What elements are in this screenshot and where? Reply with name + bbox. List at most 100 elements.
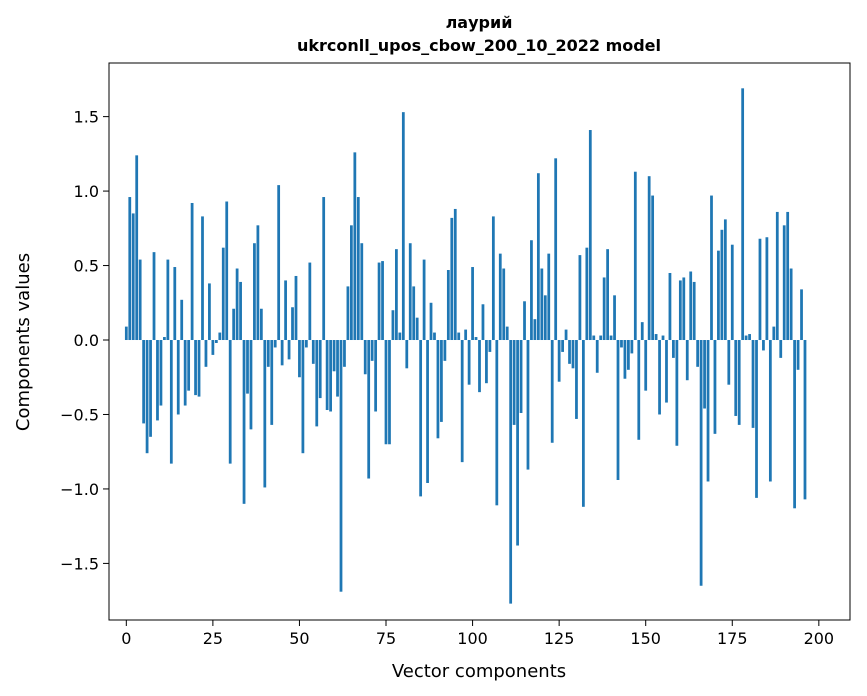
bar-13 bbox=[169, 340, 173, 464]
bar-125 bbox=[557, 340, 561, 382]
bar-35 bbox=[246, 340, 249, 394]
bar-57 bbox=[322, 197, 326, 341]
bar-8 bbox=[152, 252, 156, 341]
bar-43 bbox=[273, 340, 277, 348]
x-axis-label: Vector components bbox=[392, 661, 566, 682]
bar-118 bbox=[533, 319, 537, 341]
bar-50 bbox=[298, 340, 301, 378]
bar-71 bbox=[370, 340, 374, 361]
bar-191 bbox=[786, 211, 790, 341]
bar-9 bbox=[156, 340, 159, 421]
bar-69 bbox=[363, 340, 367, 375]
bar-52 bbox=[304, 340, 308, 348]
bar-20 bbox=[194, 340, 197, 396]
bar-132 bbox=[581, 340, 585, 507]
bar-93 bbox=[446, 270, 450, 341]
bar-106 bbox=[491, 216, 495, 341]
bar-2 bbox=[131, 213, 135, 341]
bar-119 bbox=[536, 173, 540, 341]
bar-45 bbox=[280, 340, 284, 366]
bar-102 bbox=[478, 340, 481, 393]
bar-134 bbox=[588, 130, 592, 341]
bar-39 bbox=[259, 308, 263, 341]
x-axis-ticks: 0 25 50 75 100 125 150 175 200 bbox=[121, 620, 834, 648]
bar-34 bbox=[242, 340, 246, 504]
bar-172 bbox=[720, 229, 724, 341]
y-tick-label: 0.5 bbox=[74, 257, 99, 276]
bar-22 bbox=[201, 216, 204, 341]
bar-187 bbox=[772, 326, 776, 341]
y-tick-label: 0.0 bbox=[74, 331, 99, 350]
bar-178 bbox=[741, 88, 745, 341]
bar-49 bbox=[294, 275, 298, 341]
bar-46 bbox=[284, 280, 287, 341]
bar-179 bbox=[744, 335, 748, 341]
bar-88 bbox=[429, 302, 433, 341]
bar-24 bbox=[208, 283, 211, 341]
bar-18 bbox=[187, 340, 191, 391]
bar-73 bbox=[377, 262, 381, 341]
bar-63 bbox=[343, 340, 346, 367]
bar-117 bbox=[530, 240, 533, 341]
bar-84 bbox=[415, 317, 419, 341]
bar-145 bbox=[627, 340, 630, 370]
bar-78 bbox=[395, 249, 398, 341]
y-axis-ticks: −1.5 −1.0 −0.5 0.0 0.5 1.0 1.5 bbox=[60, 108, 109, 573]
bar-80 bbox=[401, 112, 405, 341]
bar-56 bbox=[318, 340, 322, 399]
bar-196 bbox=[803, 340, 807, 500]
bar-95 bbox=[453, 208, 457, 341]
bar-136 bbox=[595, 340, 599, 373]
bar-159 bbox=[675, 340, 679, 446]
bar-53 bbox=[308, 262, 312, 341]
x-tick-label: 175 bbox=[717, 629, 748, 648]
bar-48 bbox=[291, 307, 294, 341]
bars-group bbox=[124, 88, 807, 604]
bar-61 bbox=[336, 340, 339, 397]
bar-91 bbox=[440, 340, 443, 422]
bar-3 bbox=[135, 155, 139, 341]
bar-1 bbox=[128, 197, 132, 341]
bar-158 bbox=[672, 340, 675, 358]
bar-165 bbox=[696, 340, 700, 367]
y-tick-label: −1.5 bbox=[60, 554, 99, 573]
bar-33 bbox=[239, 281, 242, 341]
bar-75 bbox=[384, 340, 388, 445]
bar-67 bbox=[356, 197, 360, 341]
bar-15 bbox=[176, 340, 180, 415]
bar-182 bbox=[755, 340, 758, 498]
bar-38 bbox=[256, 225, 260, 341]
bar-74 bbox=[381, 261, 384, 341]
bar-135 bbox=[592, 335, 596, 341]
bar-122 bbox=[547, 253, 551, 341]
bar-163 bbox=[689, 271, 693, 341]
bar-77 bbox=[391, 310, 395, 341]
bar-83 bbox=[412, 286, 416, 341]
bar-87 bbox=[426, 340, 429, 483]
bar-65 bbox=[350, 225, 353, 341]
bar-107 bbox=[495, 340, 499, 506]
bar-81 bbox=[405, 340, 409, 369]
bar-62 bbox=[339, 340, 343, 592]
bar-26 bbox=[214, 340, 218, 343]
bar-105 bbox=[488, 340, 492, 352]
bar-16 bbox=[180, 299, 184, 341]
bar-40 bbox=[263, 340, 267, 488]
bar-194 bbox=[796, 340, 800, 370]
bar-184 bbox=[762, 340, 765, 351]
bar-161 bbox=[682, 277, 686, 341]
y-tick-label: −1.0 bbox=[60, 480, 99, 499]
bar-85 bbox=[419, 340, 423, 497]
bar-89 bbox=[433, 332, 436, 341]
bar-79 bbox=[398, 332, 402, 341]
bar-103 bbox=[481, 304, 485, 341]
bar-150 bbox=[644, 340, 648, 391]
bar-29 bbox=[225, 201, 229, 341]
bar-17 bbox=[183, 340, 187, 406]
bar-130 bbox=[575, 340, 578, 419]
bar-146 bbox=[630, 340, 634, 354]
bar-98 bbox=[464, 329, 468, 341]
bar-160 bbox=[678, 280, 682, 341]
bar-99 bbox=[467, 340, 471, 385]
bar-121 bbox=[543, 295, 547, 341]
